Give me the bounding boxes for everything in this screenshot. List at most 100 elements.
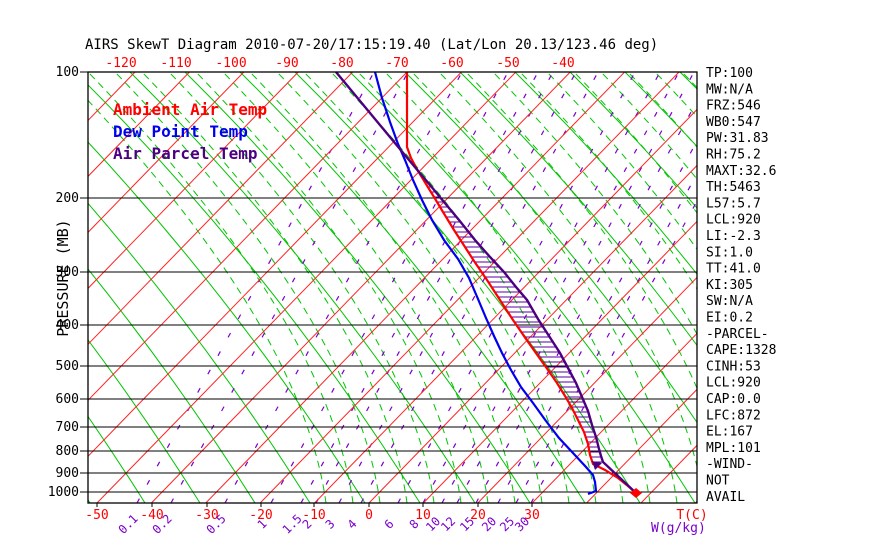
dry-adiabat-line <box>88 202 311 503</box>
moist-adiabat-line <box>600 72 697 180</box>
lcl-arrow-marker <box>592 461 602 470</box>
moist-adiabat-line <box>790 72 870 503</box>
bottom-temp-tick--50: -50 <box>85 508 108 523</box>
legend-ambient-air-temp: Ambient Air Temp <box>113 100 268 119</box>
mixing-ratio-tick-6: 6 <box>382 517 397 532</box>
mixing-ratio-line <box>422 72 661 503</box>
panel-line-11: SI:1.0 <box>706 245 753 260</box>
top-temp-tick--50: -50 <box>496 56 519 71</box>
mixing-axis-label: W(g/kg) <box>651 521 706 536</box>
isotherm-line <box>88 72 299 290</box>
mixing-ratio-tick-0.1: 0.1 <box>116 512 141 537</box>
panel-line-23: MPL:101 <box>706 441 761 456</box>
panel-line-22: EL:167 <box>706 425 753 440</box>
legend-air-parcel-temp: Air Parcel Temp <box>113 144 258 163</box>
panel-line-13: KI:305 <box>706 278 753 293</box>
panel-line-9: LCL:920 <box>706 213 761 228</box>
top-temp-tick--100: -100 <box>215 56 246 71</box>
isotherm-line <box>88 72 354 346</box>
panel-line-10: LI:-2.3 <box>706 229 761 244</box>
mixing-ratio-tick-3: 3 <box>323 517 338 532</box>
bottom-temp-tick-20: 20 <box>470 508 486 523</box>
dry-adiabat-line <box>624 72 697 148</box>
moist-adiabat-line <box>627 72 697 148</box>
isotherm-line <box>205 72 626 503</box>
isotherm-line <box>88 72 408 402</box>
ambient-temp-curve <box>405 72 637 494</box>
panel-line-20: CAP:0.0 <box>706 392 761 407</box>
dew-point-curve <box>373 71 598 496</box>
pressure-tick-label-700: 700 <box>56 420 79 435</box>
panel-line-7: TH:5463 <box>706 180 761 195</box>
dry-adiabat-line <box>88 498 91 503</box>
moist-adiabat-line <box>546 72 697 251</box>
moist-adiabat-line <box>817 72 870 503</box>
dry-adiabat-line <box>349 72 696 503</box>
bottom-temp-tick--10: -10 <box>302 508 325 523</box>
surface-point-marker <box>630 488 642 498</box>
panel-line-15: EI:0.2 <box>706 311 753 326</box>
moist-adiabat-line <box>330 72 597 503</box>
isotherm-line <box>368 164 697 503</box>
panel-line-21: LFC:872 <box>706 408 761 423</box>
bottom-temp-tick-30: 30 <box>524 508 540 523</box>
bottom-temp-tick--30: -30 <box>195 508 218 523</box>
background-grid <box>0 72 870 503</box>
dry-adiabat-line <box>88 415 146 503</box>
dry-adiabat-line <box>514 72 697 275</box>
panel-line-17: CAPE:1328 <box>706 343 776 358</box>
panel-line-1: MW:N/A <box>706 82 753 97</box>
dry-adiabat-line <box>294 72 641 503</box>
dry-adiabat-line <box>88 268 256 503</box>
dry-adiabat-line <box>790 72 870 503</box>
dry-adiabat-line <box>88 339 201 503</box>
top-temp-tick--80: -80 <box>330 56 353 71</box>
moist-adiabat-line <box>465 72 697 390</box>
isotherm-line <box>259 72 680 503</box>
cape-hatch-area <box>421 176 603 463</box>
bottom-temp-tick--20: -20 <box>249 508 272 523</box>
pressure-tick-label-400: 400 <box>56 318 79 333</box>
pressure-tick-label-500: 500 <box>56 359 79 374</box>
panel-line-2: FRZ:546 <box>706 99 761 114</box>
pressure-tick-label-800: 800 <box>56 444 79 459</box>
bottom-temp-tick-10: 10 <box>415 508 431 523</box>
isotherm-line <box>0 72 26 503</box>
pressure-axis-label: PRESSURE (MB) <box>54 219 72 336</box>
moist-adiabat-line <box>411 72 678 503</box>
mixing-ratio-tick-12: 12 <box>438 514 458 534</box>
moist-adiabat-line <box>357 72 624 503</box>
moist-adiabat-line <box>438 72 697 469</box>
panel-line-4: PW:31.83 <box>706 131 769 146</box>
panel-line-5: RH:75.2 <box>706 148 761 163</box>
dry-adiabat-line <box>239 72 586 503</box>
top-temp-tick--70: -70 <box>385 56 408 71</box>
top-temp-tick--110: -110 <box>160 56 191 71</box>
panel-line-12: TT:41.0 <box>706 262 761 277</box>
plot-frame <box>87 71 698 504</box>
top-temp-tick--90: -90 <box>275 56 298 71</box>
dry-adiabat-line <box>88 141 366 503</box>
isotherm-line <box>314 108 697 503</box>
dry-adiabat-line <box>845 72 870 503</box>
panel-line-0: TP:100 <box>706 66 753 81</box>
panel-line-26: AVAIL <box>706 490 745 505</box>
isotherm-line <box>586 388 697 503</box>
isotherm-line <box>423 220 697 503</box>
top-temp-tick--40: -40 <box>551 56 574 71</box>
chart-title: AIRS SkewT Diagram 2010-07-20/17:15:19.4… <box>85 37 659 53</box>
pressure-tick-label-100: 100 <box>56 65 79 80</box>
dry-adiabat-line <box>0 72 35 503</box>
moist-adiabat-line <box>844 72 870 503</box>
isotherm-line <box>531 332 697 503</box>
legend-dew-point-temp: Dew Point Temp <box>113 122 248 141</box>
panel-line-18: CINH:53 <box>706 359 761 374</box>
parcel-temp-curve <box>335 71 637 494</box>
moist-adiabat-line <box>222 72 489 503</box>
panel-line-8: L57:5.7 <box>706 196 761 211</box>
panel-line-6: MAXT:32.6 <box>706 164 776 179</box>
top-temp-tick--60: -60 <box>440 56 463 71</box>
pressure-tick-label-600: 600 <box>56 392 79 407</box>
